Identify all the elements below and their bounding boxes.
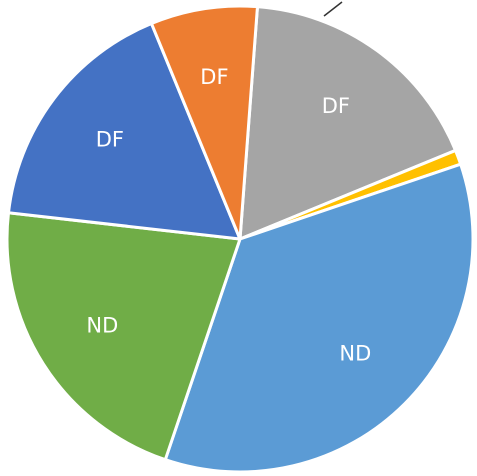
pie-slice xyxy=(238,5,458,241)
slice-label: DF xyxy=(96,128,124,152)
pie-slice xyxy=(5,211,242,462)
pie-slice xyxy=(149,4,259,241)
slice-label: DF xyxy=(200,65,228,89)
pie-slice xyxy=(6,21,242,241)
leader-line xyxy=(323,1,343,17)
slice-label: ND xyxy=(339,341,371,365)
slice-label: DF xyxy=(322,94,350,118)
slice-label: ND xyxy=(86,313,118,337)
